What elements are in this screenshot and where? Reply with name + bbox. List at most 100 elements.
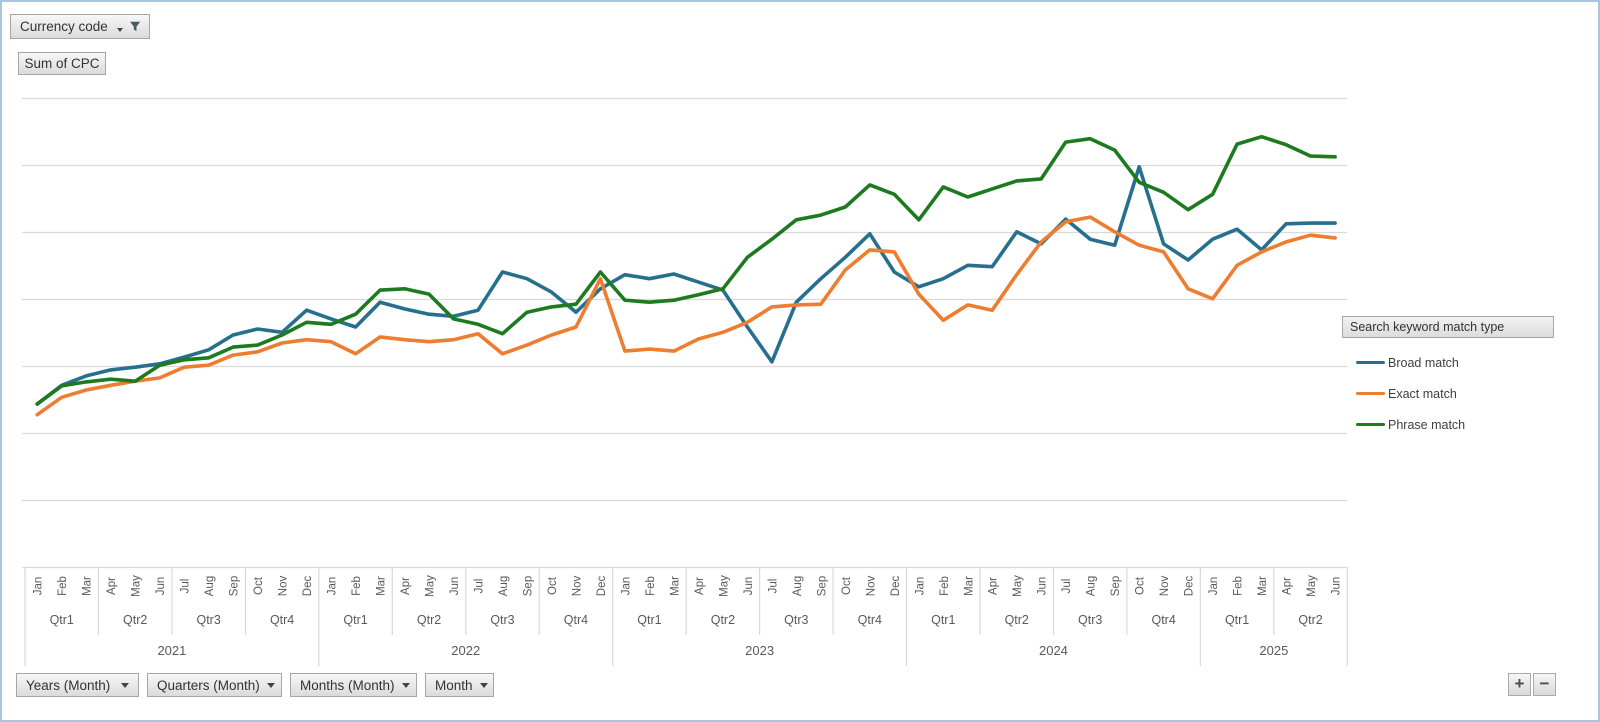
svg-text:Sep: Sep <box>229 576 241 596</box>
svg-text:2024: 2024 <box>1039 643 1068 658</box>
svg-text:May: May <box>1306 575 1318 597</box>
svg-text:Qtr3: Qtr3 <box>784 613 808 627</box>
svg-text:Mar: Mar <box>376 576 388 596</box>
svg-text:Qtr3: Qtr3 <box>196 613 220 627</box>
svg-text:Dec: Dec <box>890 576 902 597</box>
svg-text:Qtr1: Qtr1 <box>50 613 74 627</box>
svg-text:Aug: Aug <box>1086 576 1098 596</box>
svg-text:Dec: Dec <box>302 576 314 597</box>
svg-text:Qtr1: Qtr1 <box>637 613 661 627</box>
values-button-label: Sum of CPC <box>24 56 100 71</box>
category-axis <box>24 567 1348 666</box>
chevron-down-icon <box>121 682 129 688</box>
svg-text:Qtr4: Qtr4 <box>858 613 882 627</box>
svg-text:Qtr4: Qtr4 <box>564 613 588 627</box>
svg-text:Jan: Jan <box>327 577 339 596</box>
series-line-exact-match[interactable] <box>35 215 1337 417</box>
axis-field-button[interactable]: Quarters (Month) <box>147 673 282 697</box>
svg-text:Jul: Jul <box>767 579 779 594</box>
series-line-phrase-match[interactable] <box>35 134 1337 406</box>
svg-text:Jan: Jan <box>1208 577 1220 596</box>
filter-funnel-icon <box>129 21 140 32</box>
svg-text:Mar: Mar <box>1257 576 1269 596</box>
drill-buttons: + − <box>1508 673 1556 696</box>
svg-text:2023: 2023 <box>745 643 774 658</box>
axis-field-button[interactable]: Month <box>425 673 494 697</box>
svg-text:Jun: Jun <box>449 577 461 596</box>
legend-line-swatch <box>1356 391 1385 396</box>
svg-text:Feb: Feb <box>645 576 657 596</box>
svg-text:Feb: Feb <box>57 576 69 596</box>
svg-text:Apr: Apr <box>694 577 706 595</box>
axis-field-button-label: Quarters (Month) <box>157 677 260 693</box>
svg-text:Mar: Mar <box>669 576 681 596</box>
axis-field-buttons: Years (Month) Quarters (Month) Months (Mon… <box>16 673 494 697</box>
expand-entire-field-button[interactable]: + <box>1508 673 1531 696</box>
svg-text:Qtr4: Qtr4 <box>270 613 294 627</box>
values-field-button-sum-of-cpc[interactable]: Sum of CPC <box>18 52 106 75</box>
chevron-down-icon <box>266 682 275 688</box>
svg-text:Feb: Feb <box>1233 576 1245 596</box>
svg-text:Nov: Nov <box>1159 576 1171 597</box>
legend-field-label: Search keyword match type <box>1350 320 1505 334</box>
legend-item: Broad match <box>1356 347 1567 378</box>
svg-text:Dec: Dec <box>1184 576 1196 597</box>
svg-text:Sep: Sep <box>1110 576 1122 596</box>
svg-text:Qtr2: Qtr2 <box>1298 613 1322 627</box>
collapse-entire-field-button[interactable]: − <box>1533 673 1556 696</box>
svg-text:2022: 2022 <box>451 643 480 658</box>
svg-text:Qtr2: Qtr2 <box>711 613 735 627</box>
svg-text:May: May <box>1012 575 1024 597</box>
axis-field-button[interactable]: Months (Month) <box>290 673 417 697</box>
report-filter-button-currency-code[interactable]: Currency code <box>10 14 150 39</box>
legend-field-button-search-keyword-match-type[interactable]: Search keyword match type <box>1342 316 1554 338</box>
svg-text:Jun: Jun <box>743 577 755 596</box>
svg-text:May: May <box>718 575 730 597</box>
svg-text:Oct: Oct <box>841 576 853 595</box>
svg-text:Feb: Feb <box>939 576 951 596</box>
svg-text:Jul: Jul <box>1061 579 1073 594</box>
svg-text:Qtr2: Qtr2 <box>123 613 147 627</box>
svg-text:Aug: Aug <box>204 576 216 596</box>
legend-items: Broad match Exact match Phrase match <box>1342 347 1567 440</box>
axis-field-button-label: Month <box>435 677 473 693</box>
svg-text:May: May <box>131 575 143 597</box>
svg-text:Qtr1: Qtr1 <box>1225 613 1249 627</box>
gridlines <box>22 97 1348 569</box>
chevron-down-icon <box>116 27 123 32</box>
svg-text:May: May <box>425 575 437 597</box>
svg-text:Sep: Sep <box>816 576 828 596</box>
svg-text:Mar: Mar <box>963 576 975 596</box>
svg-text:Jul: Jul <box>180 579 192 594</box>
axis-field-button-label: Months (Month) <box>300 677 395 693</box>
svg-text:Aug: Aug <box>792 576 804 596</box>
svg-text:Oct: Oct <box>1135 576 1147 595</box>
svg-text:Apr: Apr <box>1282 577 1294 595</box>
legend: Search keyword match type Broad match Exa… <box>1342 316 1567 440</box>
legend-item: Exact match <box>1356 378 1567 409</box>
svg-text:Sep: Sep <box>522 576 534 596</box>
svg-text:Aug: Aug <box>498 576 510 596</box>
svg-text:Mar: Mar <box>82 576 94 596</box>
axis-field-button[interactable]: Years (Month) <box>16 673 139 697</box>
legend-item-label: Phrase match <box>1388 417 1466 432</box>
svg-text:Apr: Apr <box>400 577 412 595</box>
svg-text:Nov: Nov <box>571 576 583 597</box>
svg-text:Qtr3: Qtr3 <box>1078 613 1102 627</box>
svg-text:Jun: Jun <box>1037 577 1049 596</box>
svg-text:Nov: Nov <box>278 576 290 597</box>
svg-text:Qtr2: Qtr2 <box>417 613 441 627</box>
svg-text:Feb: Feb <box>351 576 363 596</box>
svg-text:Nov: Nov <box>865 576 877 597</box>
month-axis-labels: Jan Feb Mar Apr May Jun Jul Aug Sep Oct Nov Dec Jan F… <box>33 575 1343 597</box>
series-line-broad-match[interactable] <box>35 165 1337 406</box>
chevron-down-icon <box>401 682 410 688</box>
filter-button-label: Currency code <box>20 19 108 34</box>
svg-text:Jun: Jun <box>155 577 167 596</box>
svg-text:Oct: Oct <box>547 576 559 595</box>
year-axis-labels: 2021 2022 2023 2024 2025 <box>157 643 1288 658</box>
svg-text:Jan: Jan <box>33 577 45 596</box>
svg-text:Jun: Jun <box>1331 577 1343 596</box>
svg-text:Qtr1: Qtr1 <box>931 613 955 627</box>
